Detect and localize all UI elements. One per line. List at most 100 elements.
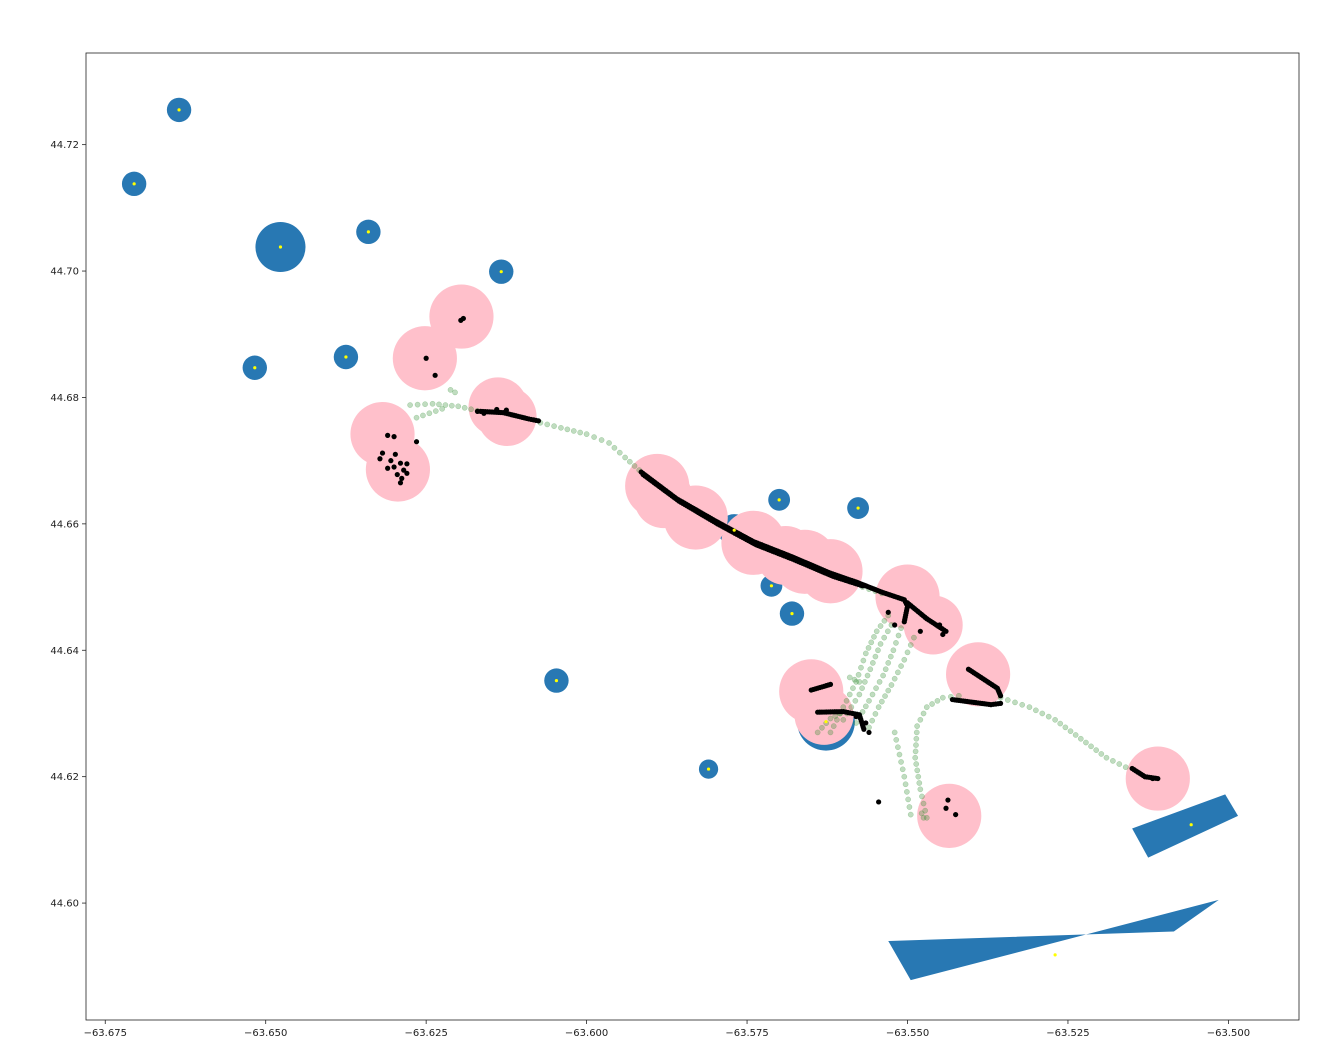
cluster-circle xyxy=(365,437,431,502)
region-centroid xyxy=(366,230,370,234)
x-tick-label: −63.675 xyxy=(84,1028,127,1039)
stop-point xyxy=(943,628,949,634)
stop-point xyxy=(503,407,509,413)
gps-point xyxy=(882,666,889,673)
gps-point xyxy=(626,458,633,465)
gps-point xyxy=(853,679,860,685)
gps-point xyxy=(611,444,618,451)
stop-point xyxy=(404,470,410,476)
stop-point xyxy=(940,631,946,638)
stop-point xyxy=(917,628,923,634)
gps-point xyxy=(843,697,850,704)
region-centroid xyxy=(706,767,711,771)
y-tick-label: 44.72 xyxy=(50,140,79,151)
gps-point xyxy=(891,729,898,736)
gps-point xyxy=(413,414,420,421)
gps-point xyxy=(616,449,623,456)
gps-point xyxy=(920,800,927,807)
stop-point xyxy=(943,805,949,811)
gps-point xyxy=(1088,743,1094,750)
stop-point xyxy=(866,729,872,736)
stop-point xyxy=(385,432,391,438)
gps-point xyxy=(878,698,885,705)
gps-point xyxy=(876,679,883,685)
gps-point xyxy=(1004,697,1011,703)
stop-point xyxy=(936,622,943,628)
stop-point xyxy=(1150,775,1156,782)
gps-point xyxy=(912,748,919,755)
gps-point xyxy=(622,454,628,461)
stop-point xyxy=(853,714,859,720)
stop-point xyxy=(876,799,882,805)
stop-point xyxy=(535,418,542,424)
gps-point xyxy=(840,704,847,710)
gps-point xyxy=(551,423,557,429)
gps-point xyxy=(853,720,860,726)
gps-point xyxy=(866,697,872,704)
stop-point xyxy=(399,475,405,481)
gps-point xyxy=(407,402,413,408)
stop-point xyxy=(474,408,481,414)
stop-point xyxy=(827,681,834,687)
gps-point xyxy=(1098,751,1105,757)
gps-point xyxy=(544,421,551,428)
gps-point xyxy=(866,724,872,731)
gps-point xyxy=(872,653,879,660)
y-tick-label: 44.70 xyxy=(50,267,79,278)
gps-point xyxy=(913,761,920,767)
x-tick-label: −63.550 xyxy=(886,1028,929,1039)
y-tick-label: 44.62 xyxy=(50,772,79,783)
gps-point xyxy=(896,751,903,758)
y-tick-label: 44.64 xyxy=(50,646,79,657)
gps-point xyxy=(1083,739,1089,746)
gps-point xyxy=(858,664,864,671)
region-polygon xyxy=(1132,794,1239,858)
region-centroid xyxy=(344,355,348,359)
gps-point xyxy=(436,401,442,408)
region-centroid xyxy=(1189,823,1193,827)
stop-point xyxy=(997,693,1004,699)
stop-point xyxy=(391,464,397,470)
region-centroid xyxy=(824,720,828,724)
stop-point xyxy=(413,439,420,445)
gps-point xyxy=(871,633,877,640)
stop-point xyxy=(481,410,487,416)
gps-point xyxy=(827,715,834,722)
gps-point xyxy=(884,628,891,635)
gps-point xyxy=(907,642,914,648)
gps-point xyxy=(420,412,426,419)
gps-point xyxy=(840,716,847,723)
stop-point xyxy=(863,720,869,726)
gps-point xyxy=(922,807,929,814)
gps-point xyxy=(905,796,911,803)
gps-point xyxy=(452,389,458,396)
gps-point xyxy=(851,676,858,683)
x-tick-label: −63.500 xyxy=(1207,1028,1250,1039)
gps-point xyxy=(1019,701,1026,708)
gps-point xyxy=(426,410,433,417)
region-centroid xyxy=(253,366,257,370)
gps-point xyxy=(885,660,892,666)
gps-point xyxy=(558,424,564,431)
x-tick-label: −63.650 xyxy=(244,1028,287,1039)
gps-point xyxy=(814,729,821,736)
gps-point xyxy=(1039,710,1046,717)
gps-point xyxy=(439,405,446,412)
region-centroid xyxy=(177,108,181,112)
cluster-circle xyxy=(429,284,494,349)
gps-point xyxy=(869,717,876,724)
gps-point xyxy=(862,703,869,710)
stop-point xyxy=(953,811,959,818)
gps-point xyxy=(846,674,853,681)
x-tick-label: −63.625 xyxy=(404,1028,447,1039)
cluster-circle xyxy=(917,783,982,848)
gps-point xyxy=(872,711,879,717)
gps-point xyxy=(902,781,909,788)
stop-point xyxy=(432,372,438,378)
stop-point xyxy=(397,460,404,466)
cluster-circle xyxy=(794,685,854,745)
gps-point xyxy=(591,434,597,440)
stop-point xyxy=(388,458,394,464)
gps-point xyxy=(442,402,449,408)
gps-point xyxy=(1067,728,1074,735)
